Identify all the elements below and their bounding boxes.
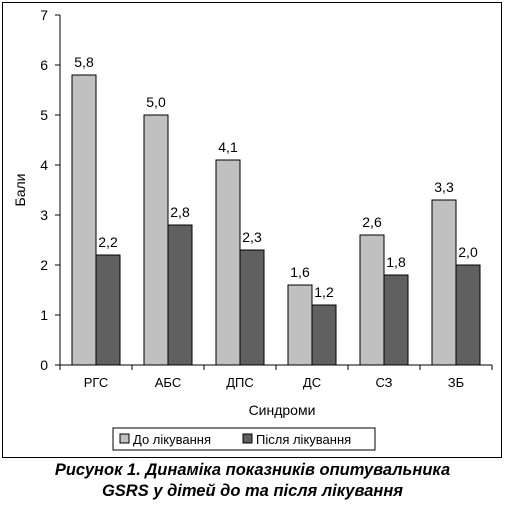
x-tick-label: ДС [303,375,321,390]
caption-line-2: GSRS у дітей до та після лікування [101,482,404,500]
y-axis-label: Бали [12,174,28,207]
bar-after [167,224,193,366]
bar-before [359,234,385,366]
data-label: 1,2 [314,284,334,300]
data-label: 3,3 [434,179,454,195]
bar-after [95,254,121,366]
y-tick-label: 1 [40,307,48,323]
legend-label: До лікування [133,432,211,447]
bar-before [215,159,241,366]
data-label: 2,0 [458,244,478,260]
x-tick-label: СЗ [375,375,392,390]
caption-line-1: Рисунок 1. Динаміка показників опитуваль… [54,461,451,479]
legend-label: Після лікування [256,432,351,447]
x-tick-label: РГС [84,375,109,390]
y-tick-label: 4 [40,157,48,173]
data-label: 5,8 [74,54,94,70]
x-tick-label: АБС [155,375,181,390]
bar-after [383,274,409,366]
y-tick-label: 5 [40,107,48,123]
data-label: 4,1 [218,139,238,155]
x-axis-label: Синдроми [249,402,316,418]
bar-before [71,74,97,366]
legend-swatch-before [119,433,130,444]
data-label: 1,6 [290,264,310,280]
x-tick-label: ДПС [226,375,254,390]
legend-swatch-after [242,433,253,444]
chart-frame [2,2,502,458]
data-label: 1,8 [386,254,406,270]
bar-before [287,284,313,366]
bar-before [143,114,169,366]
y-tick-label: 0 [40,357,48,373]
bar-after [311,304,337,366]
bar-after [455,264,481,366]
y-tick-label: 3 [40,207,48,223]
y-tick-label: 7 [40,7,48,23]
bar-after [239,249,265,366]
y-tick-label: 2 [40,257,48,273]
figure-caption: Рисунок 1. Динаміка показників опитуваль… [0,460,505,502]
data-label: 2,8 [170,204,190,220]
data-label: 2,6 [362,214,382,230]
data-label: 5,0 [146,94,166,110]
bar-before [431,199,457,366]
bar-chart: 0 1 2 3 4 5 6 7 Бали РГС 5,8 2,2 АБС 5,0 2,8 ДПС 4,1 2,3 Д… [12,7,493,451]
y-tick-label: 6 [40,57,48,73]
data-label: 2,3 [242,229,262,245]
x-tick-label: ЗБ [448,375,464,390]
data-label: 2,2 [98,234,118,250]
